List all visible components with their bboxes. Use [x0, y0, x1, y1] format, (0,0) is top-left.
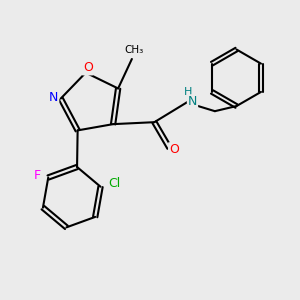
- Text: N: N: [49, 91, 58, 104]
- Text: Cl: Cl: [108, 177, 120, 190]
- Text: F: F: [34, 169, 41, 182]
- Text: O: O: [83, 61, 93, 74]
- Text: H: H: [184, 86, 193, 97]
- Text: O: O: [169, 143, 179, 156]
- Text: CH₃: CH₃: [124, 45, 143, 56]
- Text: N: N: [188, 95, 197, 108]
